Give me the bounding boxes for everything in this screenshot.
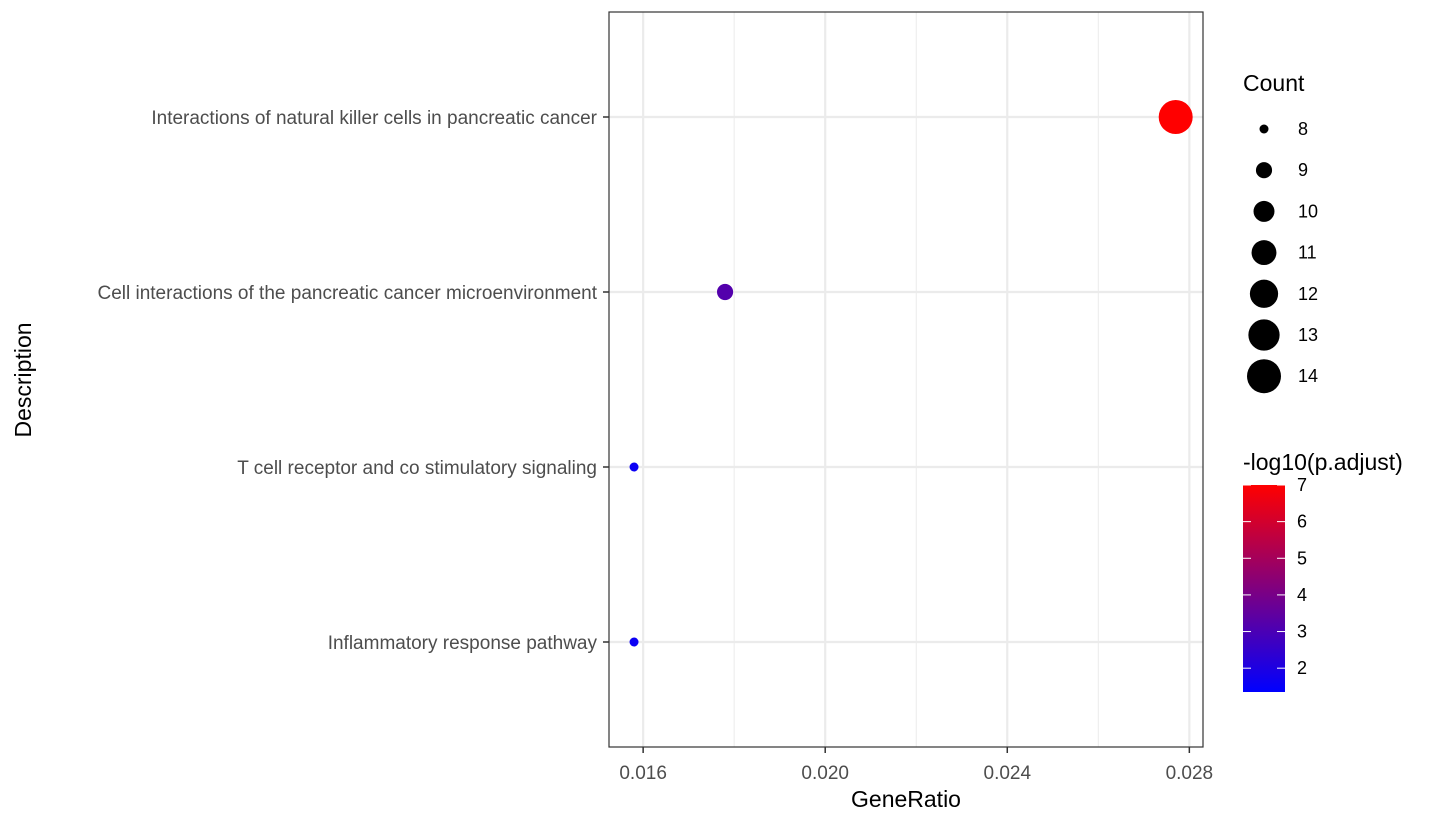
x-tick-label: 0.016 [619,763,667,784]
size-legend-label: 8 [1298,119,1308,139]
y-tick-label: T cell receptor and co stimulatory signa… [237,458,597,479]
size-legend-label: 12 [1298,284,1318,304]
grid-lines [609,12,1203,747]
data-point [1158,100,1193,134]
colorbar-tick-label: 5 [1297,548,1307,568]
size-legend-key [1259,124,1269,134]
x-tick-label: 0.028 [1166,763,1214,784]
y-tick-label: Cell interactions of the pancreatic canc… [97,283,597,304]
data-point [717,283,734,301]
size-legend-key [1248,319,1280,351]
size-legend-label: 9 [1298,160,1308,180]
size-legend-key [1253,200,1275,222]
x-tick-label: 0.024 [984,763,1032,784]
data-point [629,462,639,472]
size-legend-title: Count [1243,70,1305,96]
size-legend-label: 10 [1298,201,1318,221]
x-axis-title: GeneRatio [851,786,961,812]
data-point [629,637,639,647]
color-legend: -log10(p.adjust) 2 3 4 5 6 7 [1243,449,1403,692]
colorbar-tick-label: 4 [1297,585,1307,605]
x-tick-label: 0.020 [801,763,849,784]
y-tick-label: Inflammatory response pathway [328,633,598,654]
colorbar-tick-label: 7 [1297,475,1307,495]
size-legend-label: 11 [1298,243,1317,263]
size-legend-key [1255,162,1273,179]
plot-background [609,12,1203,747]
data-points [629,100,1193,647]
color-legend-title: -log10(p.adjust) [1243,449,1403,475]
plot-border [608,11,1204,748]
size-legend-key [1251,240,1277,266]
size-legend: Count 8 9 10 11 12 13 14 [1243,70,1318,394]
colorbar-tick-label: 3 [1297,622,1307,642]
colorbar [1243,485,1285,692]
size-legend-label: 13 [1298,325,1318,345]
size-legend-key [1249,279,1279,308]
x-axis: 0.016 0.020 0.024 0.028 [619,747,1213,784]
size-legend-label: 14 [1298,366,1318,386]
size-legend-key [1247,359,1281,394]
y-axis: Interactions of natural killer cells in … [97,108,609,654]
colorbar-tick-label: 6 [1297,512,1307,532]
y-axis-title: Description [10,322,36,437]
colorbar-ticks: 2 3 4 5 6 7 [1243,475,1307,678]
colorbar-tick-label: 2 [1297,658,1307,678]
y-tick-label: Interactions of natural killer cells in … [151,108,597,129]
size-legend-items: 8 9 10 11 12 13 14 [1247,119,1318,394]
